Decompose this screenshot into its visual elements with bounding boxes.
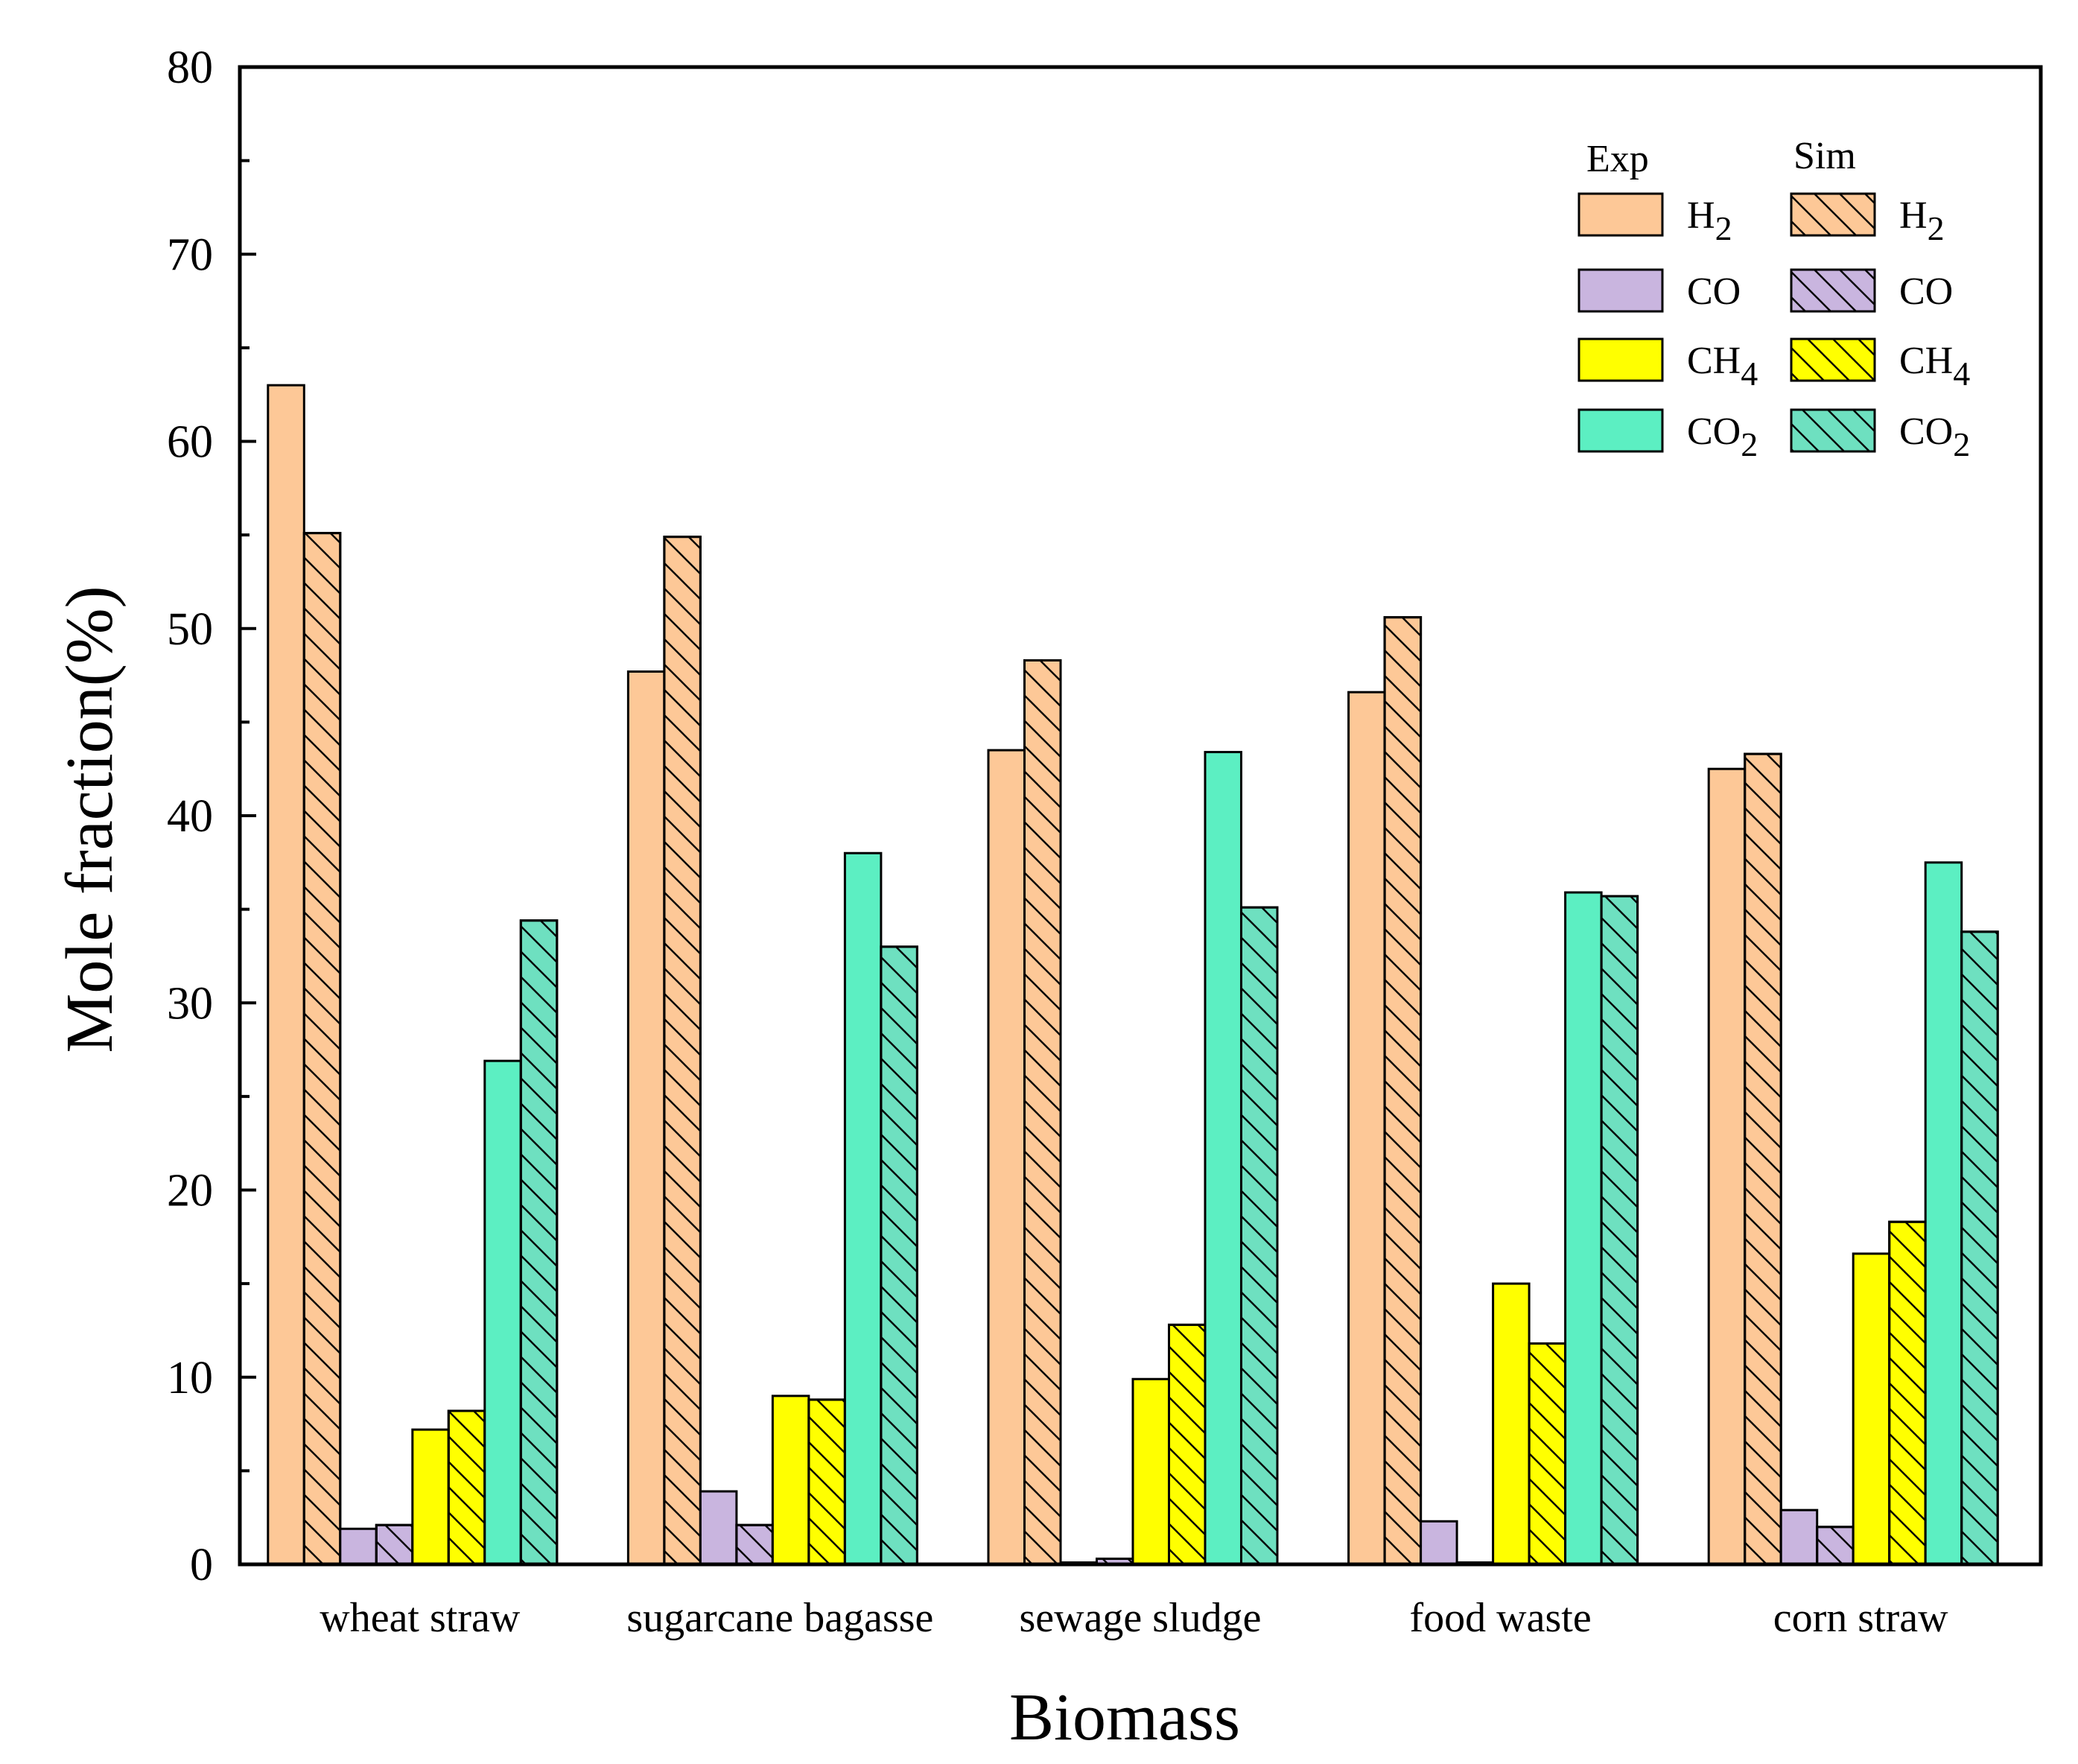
legend-header-exp: Exp bbox=[1586, 138, 1649, 180]
y-axis-title: Mole fraction(%) bbox=[53, 586, 127, 1053]
x-tick-label: wheat straw bbox=[320, 1595, 521, 1641]
bar-exp-co2-sewage-sludge bbox=[1204, 751, 1242, 1566]
bar-hatch-co-corn-straw bbox=[1816, 1526, 1855, 1566]
bar-hatch-co2-sewage-sludge bbox=[1240, 906, 1279, 1566]
y-tick-label: 80 bbox=[167, 42, 213, 93]
bar-exp-h2-sugarcane-bagasse bbox=[626, 670, 666, 1566]
legend-label-sim-co2: CO2 bbox=[1899, 410, 1970, 463]
legend-swatch-hatch-co2 bbox=[1790, 408, 1876, 453]
legend-label-sim-h2: H2 bbox=[1899, 194, 1945, 247]
bar-exp-co2-sugarcane-bagasse bbox=[843, 851, 883, 1566]
bar-hatch-h2-corn-straw bbox=[1744, 752, 1782, 1566]
bars-layer: wheat straw sugarcane bagasse sewage sludg… bbox=[267, 384, 1999, 1641]
bar-exp-co2-wheat-straw bbox=[483, 1059, 522, 1566]
ticks-layer: 0 10 20 30 40 50 60 70 80 bbox=[167, 42, 256, 1590]
legend-label-exp-co2: CO2 bbox=[1687, 410, 1758, 463]
y-tick-label: 50 bbox=[167, 604, 213, 655]
legend-label-sim-co: CO bbox=[1899, 270, 1953, 313]
bar-exp-co-food-waste bbox=[1420, 1520, 1458, 1566]
legend-label-exp-h2: H2 bbox=[1687, 194, 1732, 247]
bar-hatch-co2-corn-straw bbox=[1960, 930, 1999, 1566]
bar-hatch-co2-wheat-straw bbox=[519, 919, 559, 1566]
x-tick-label: sewage sludge bbox=[1019, 1595, 1261, 1641]
bar-hatch-co2-sugarcane-bagasse bbox=[880, 945, 918, 1566]
legend: Exp Sim H2 H2 CO CO CH4 CH4 CO2 CO2 bbox=[1577, 135, 1970, 463]
legend-swatch-hatch-h2 bbox=[1790, 192, 1876, 237]
y-tick-label: 70 bbox=[167, 229, 213, 280]
x-axis-title: Biomass bbox=[1009, 1681, 1240, 1754]
y-tick-label: 60 bbox=[167, 417, 213, 468]
bar-exp-h2-corn-straw bbox=[1707, 767, 1747, 1566]
legend-swatch-hatch-co bbox=[1790, 268, 1876, 313]
bar-exp-co-corn-straw bbox=[1779, 1508, 1819, 1566]
legend-label-exp-co: CO bbox=[1687, 270, 1741, 313]
legend-swatch-hatch-ch4 bbox=[1790, 337, 1876, 382]
bar-exp-ch4-food-waste bbox=[1492, 1282, 1531, 1566]
bar-exp-co-sugarcane-bagasse bbox=[699, 1490, 738, 1566]
bar-exp-ch4-sewage-sludge bbox=[1131, 1377, 1170, 1566]
bar-hatch-h2-sewage-sludge bbox=[1023, 659, 1062, 1566]
y-tick-label: 30 bbox=[167, 978, 213, 1029]
legend-label-sim-ch4: CH4 bbox=[1899, 340, 1970, 393]
legend-swatch-exp-h2 bbox=[1577, 192, 1664, 237]
bar-exp-h2-wheat-straw bbox=[267, 384, 305, 1566]
bar-hatch-h2-wheat-straw bbox=[302, 532, 342, 1566]
bar-exp-co2-food-waste bbox=[1564, 891, 1603, 1566]
legend-swatch-exp-co bbox=[1577, 268, 1664, 313]
y-tick-label: 40 bbox=[167, 791, 213, 842]
plot-frame bbox=[238, 65, 2043, 1567]
bar-hatch-co2-food-waste bbox=[1600, 895, 1639, 1566]
bar-exp-h2-food-waste bbox=[1347, 691, 1386, 1566]
legend-swatch-exp-ch4 bbox=[1577, 337, 1664, 382]
bar-hatch-ch4-wheat-straw bbox=[447, 1409, 486, 1566]
bar-exp-co2-corn-straw bbox=[1924, 861, 1963, 1566]
bar-hatch-h2-sugarcane-bagasse bbox=[663, 536, 702, 1566]
legend-label-exp-ch4: CH4 bbox=[1687, 340, 1758, 393]
bar-exp-ch4-wheat-straw bbox=[411, 1428, 450, 1566]
legend-header-sim: Sim bbox=[1793, 135, 1856, 177]
bar-hatch-ch4-food-waste bbox=[1528, 1342, 1567, 1566]
bar-exp-ch4-sugarcane-bagasse bbox=[771, 1395, 810, 1566]
bar-exp-co-wheat-straw bbox=[339, 1527, 378, 1566]
bar-hatch-ch4-sugarcane-bagasse bbox=[807, 1398, 846, 1566]
x-tick-label: corn straw bbox=[1773, 1595, 1948, 1641]
bar-exp-h2-sewage-sludge bbox=[987, 749, 1026, 1566]
y-tick-label: 0 bbox=[190, 1540, 213, 1590]
y-tick-label: 10 bbox=[167, 1353, 213, 1403]
x-tick-label: sugarcane bagasse bbox=[626, 1595, 933, 1641]
bar-hatch-ch4-sewage-sludge bbox=[1168, 1323, 1207, 1566]
legend-swatch-exp-co2 bbox=[1577, 408, 1664, 453]
bar-hatch-ch4-corn-straw bbox=[1888, 1220, 1927, 1566]
y-tick-label: 20 bbox=[167, 1166, 213, 1216]
bar-hatch-h2-food-waste bbox=[1383, 616, 1423, 1566]
bar-hatch-co-wheat-straw bbox=[375, 1523, 414, 1566]
bar-hatch-co-sugarcane-bagasse bbox=[735, 1523, 774, 1566]
x-tick-label: food waste bbox=[1410, 1595, 1592, 1641]
bar-exp-ch4-corn-straw bbox=[1852, 1252, 1891, 1566]
